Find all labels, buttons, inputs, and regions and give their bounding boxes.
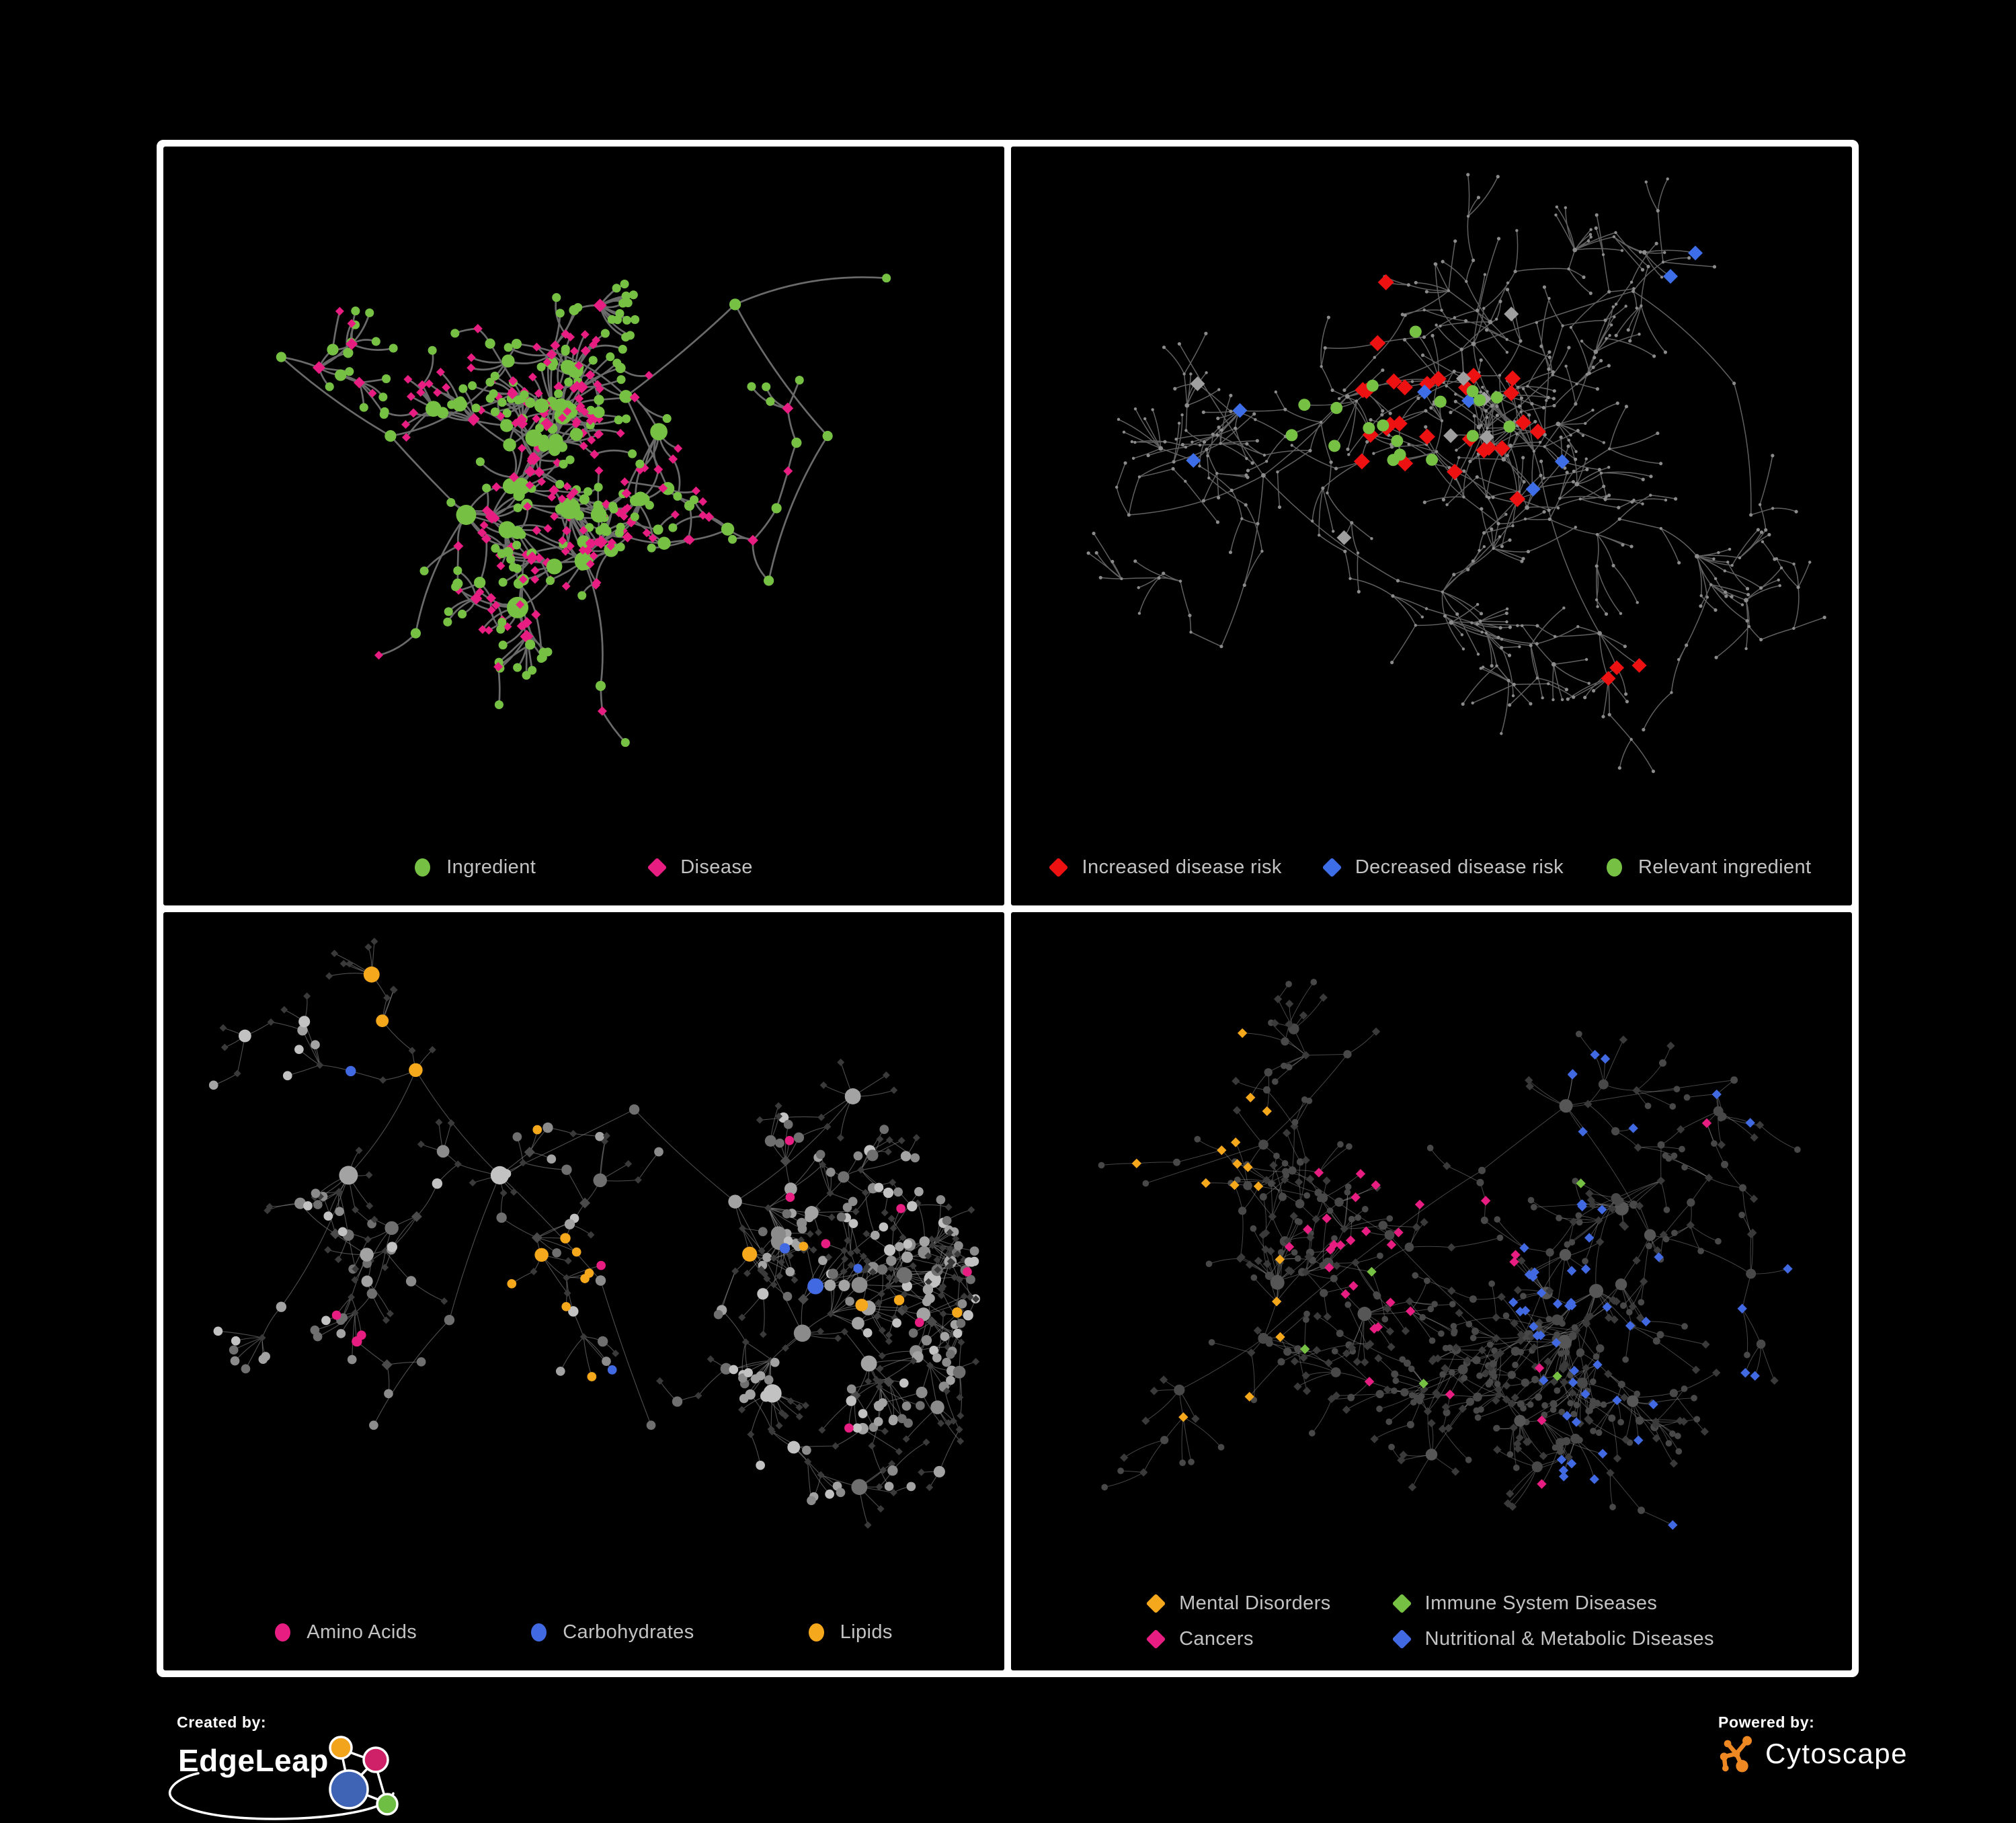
legend-item-mental-disorders: Mental Disorders: [1145, 1592, 1331, 1615]
powered-by-block: Powered by: Cytosc: [1718, 1713, 1908, 1773]
legend-ingredient-disease: Ingredient Disease: [163, 856, 1004, 879]
legend-label: Mental Disorders: [1179, 1592, 1331, 1614]
network-edges: [280, 276, 887, 743]
network-nodes: [276, 274, 891, 747]
panel-disease-category-network: Mental Disorders Immune System Diseases Ca…: [1008, 908, 1855, 1674]
legend-label: Cancers: [1179, 1628, 1254, 1650]
legend-diamond-marker-icon: [1145, 1629, 1166, 1650]
legend-diamond-marker-icon: [1145, 1593, 1166, 1614]
legend-diamond-marker-icon: [1392, 1629, 1412, 1650]
panel-grid: Ingredient Disease Increased disease risk…: [157, 140, 1859, 1677]
legend-item-amino-acids: Amino Acids: [275, 1621, 417, 1644]
network-nodes: [1098, 978, 1801, 1514]
legend-circle-marker-icon: [415, 858, 431, 877]
panel-disease-risk-network: Increased disease risk Decreased disease …: [1008, 143, 1855, 909]
legend-circle-marker-icon: [808, 1623, 824, 1642]
legend-item-decreased-disease-risk: Decreased disease risk: [1322, 856, 1564, 879]
legend-macronutrient: Amino Acids Carbohydrates Lipids: [163, 1621, 1004, 1644]
legend-item-nutritional-metabolic-diseases: Nutritional & Metabolic Diseases: [1392, 1628, 1714, 1650]
legend-item-cancers: Cancers: [1145, 1628, 1254, 1650]
cytoscape-icon: [1720, 1736, 1752, 1773]
legend-item-immune-system-diseases: Immune System Diseases: [1392, 1592, 1658, 1615]
legend-label: Relevant ingredient: [1638, 856, 1812, 878]
legend-label: Ingredient: [446, 856, 536, 878]
legend-item-increased-disease-risk: Increased disease risk: [1049, 856, 1282, 879]
network-canvas-macronutrient: [208, 937, 980, 1529]
legend-label: Nutritional & Metabolic Diseases: [1424, 1628, 1714, 1650]
legend-label: Disease: [680, 856, 753, 878]
edgeleap-network-icon: [169, 1736, 399, 1820]
edgeleap-logo: EdgeLeap: [169, 1733, 459, 1820]
network-edges: [1101, 981, 1798, 1525]
panel-macronutrient-network: Amino Acids Carbohydrates Lipids: [160, 908, 1008, 1674]
network-highlight-nodes: [1131, 1028, 1793, 1530]
legend-item-lipids: Lipids: [808, 1621, 893, 1644]
network-edges: [1088, 174, 1825, 772]
legend-label: Increased disease risk: [1082, 856, 1282, 878]
network-edges: [213, 940, 977, 1525]
legend-circle-marker-icon: [275, 1623, 291, 1642]
legend-diamond-marker-icon: [1049, 857, 1069, 877]
created-by-block: Created by: EdgeLeap: [169, 1713, 459, 1820]
legend-label: Immune System Diseases: [1424, 1592, 1658, 1614]
legend-item-carbohydrates: Carbohydrates: [531, 1621, 694, 1644]
legend-item-relevant-ingredient: Relevant ingredient: [1607, 856, 1811, 879]
network-canvas-disease-category: [1098, 978, 1801, 1530]
legend-circle-marker-icon: [1607, 858, 1623, 877]
network-canvas-ingredient-disease: [276, 274, 891, 747]
powered-by-label: Powered by:: [1718, 1713, 1815, 1731]
legend-diamond-marker-icon: [647, 857, 668, 877]
legend-circle-marker-icon: [531, 1623, 547, 1642]
legend-label: Carbohydrates: [563, 1621, 694, 1643]
legend-item-ingredient: Ingredient: [415, 856, 536, 879]
legend-disease-category: Mental Disorders Immune System Diseases Ca…: [1011, 1592, 1852, 1650]
legend-diamond-marker-icon: [1322, 857, 1342, 877]
legend-label: Lipids: [840, 1621, 893, 1643]
legend-disease-risk: Increased disease risk Decreased disease …: [1011, 856, 1852, 879]
network-nodes: [208, 937, 980, 1529]
panel-ingredient-disease-network: Ingredient Disease: [160, 143, 1008, 909]
created-by-label: Created by:: [177, 1713, 267, 1731]
network-highlight-nodes: [331, 966, 972, 1432]
legend-label: Decreased disease risk: [1355, 856, 1564, 878]
legend-label: Amino Acids: [307, 1621, 417, 1643]
network-canvas-disease-risk: [1086, 173, 1826, 774]
cytoscape-wordmark: Cytoscape: [1765, 1738, 1908, 1769]
legend-item-disease: Disease: [647, 856, 753, 879]
network-highlight-nodes: [1186, 245, 1703, 686]
edgeleap-wordmark: EdgeLeap: [178, 1743, 329, 1778]
legend-diamond-marker-icon: [1392, 1593, 1412, 1614]
